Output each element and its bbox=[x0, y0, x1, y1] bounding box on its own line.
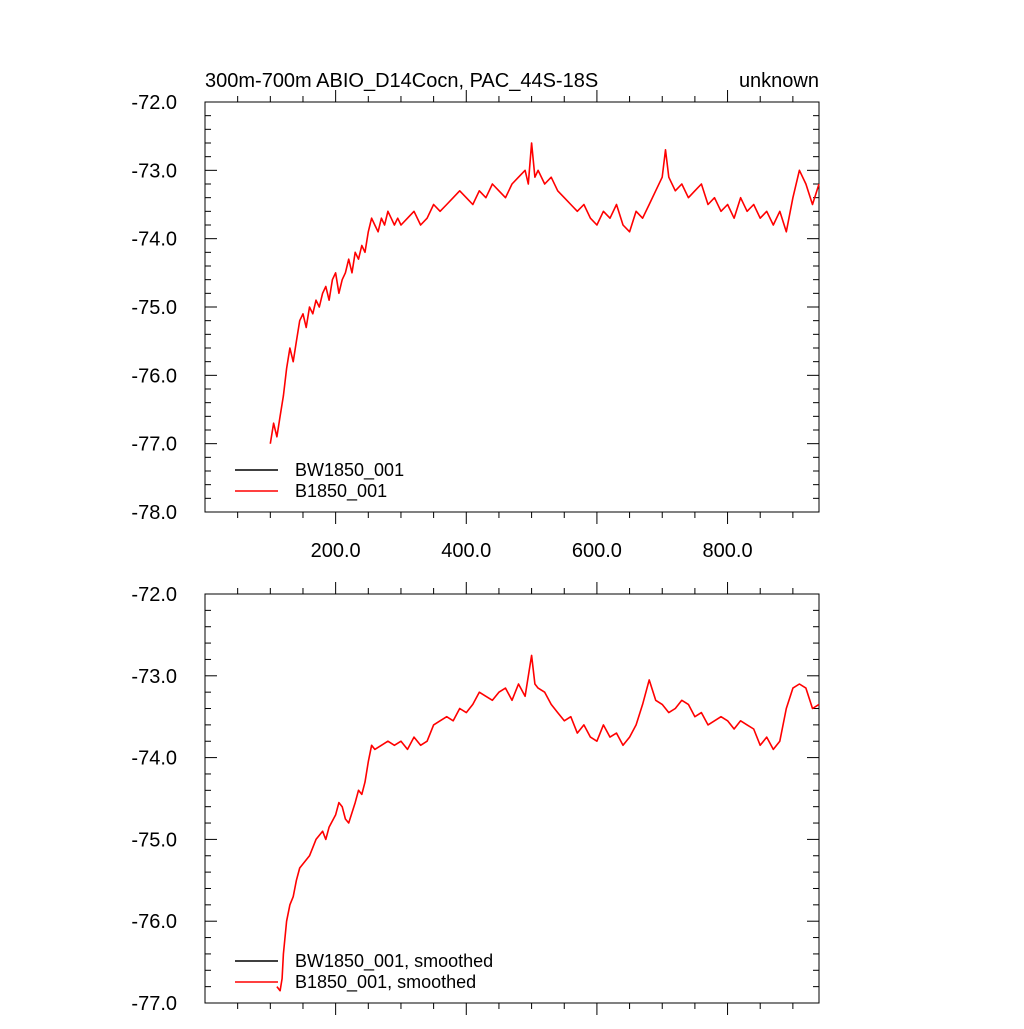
plot-frame bbox=[204, 101, 820, 513]
y-tick-label: -74.0 bbox=[131, 229, 177, 251]
chart-title: 300m-700m ABIO_D14Cocn, PAC_44S-18S bbox=[205, 70, 598, 92]
plot-frame bbox=[204, 593, 820, 1004]
y-tick-label: -76.0 bbox=[131, 911, 177, 933]
legend-label: B1850_001, smoothed bbox=[295, 972, 476, 993]
y-tick-label: -75.0 bbox=[131, 297, 177, 319]
x-tick-label: 200.0 bbox=[311, 540, 361, 562]
y-tick-label: -73.0 bbox=[131, 666, 177, 688]
legend-label: BW1850_001 bbox=[295, 460, 404, 481]
chart-title-right: unknown bbox=[739, 70, 819, 92]
legend-label: BW1850_001, smoothed bbox=[295, 951, 493, 972]
x-tick-label: 800.0 bbox=[703, 540, 753, 562]
y-tick-label: -76.0 bbox=[131, 365, 177, 387]
y-tick-label: -74.0 bbox=[131, 748, 177, 770]
bottom-panel: -72.0 -73.0 -74.0 -75.0 -76.0 -77.0 BW1850_001… bbox=[131, 582, 820, 1015]
x-tick-label: 400.0 bbox=[441, 540, 491, 562]
top-panel: -72.0 -73.0 -74.0 -75.0 -76.0 -77.0 -78.0 200.0… bbox=[131, 70, 820, 562]
y-tick-label: -75.0 bbox=[131, 829, 177, 851]
y-tick-label: -77.0 bbox=[131, 993, 177, 1015]
y-tick-label: -72.0 bbox=[131, 584, 177, 606]
series-line-b1850-001 bbox=[269, 142, 820, 444]
x-tick-label: 600.0 bbox=[572, 540, 622, 562]
y-tick-label: -73.0 bbox=[131, 160, 177, 182]
y-tick-label: -78.0 bbox=[131, 502, 177, 524]
legend-label: B1850_001 bbox=[295, 481, 387, 502]
y-tick-label: -77.0 bbox=[131, 434, 177, 456]
series-line-b1850-001-smoothed bbox=[276, 654, 820, 992]
y-tick-label: -72.0 bbox=[131, 92, 177, 114]
